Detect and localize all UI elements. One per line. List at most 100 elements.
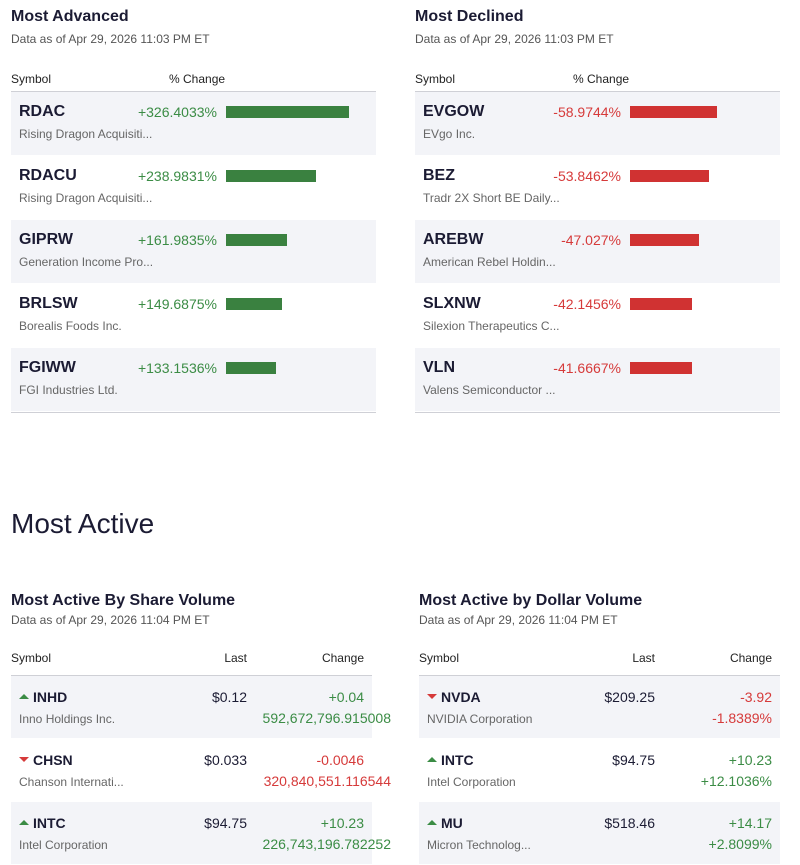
- change-bar: [226, 106, 349, 118]
- col-change: Change: [729, 651, 772, 665]
- percent-change: +149.6875%: [137, 296, 217, 312]
- last-price: $518.46: [604, 815, 655, 831]
- company-name: Intel Corporation: [427, 775, 516, 789]
- col-last: Last: [632, 651, 655, 665]
- col-symbol: Symbol: [11, 72, 52, 86]
- most-declined-panel: Most Declined Data as of Apr 29, 2026 11…: [415, 8, 780, 413]
- table-row[interactable]: INTC Intel Corporation $94.75 +10.23 +12…: [419, 739, 780, 802]
- last-price: $0.12: [211, 689, 247, 705]
- company-name: Generation Income Pro...: [19, 255, 154, 269]
- change-bar: [630, 298, 693, 310]
- symbol-link[interactable]: SLXNW: [423, 295, 481, 312]
- panel-title: Most Active By Share Volume: [11, 592, 236, 609]
- symbol-link[interactable]: INTC: [427, 752, 474, 768]
- symbol-link[interactable]: BRLSW: [19, 295, 78, 312]
- data-timestamp: Data as of Apr 29, 2026 11:03 PM ET: [415, 32, 614, 46]
- data-timestamp: Data as of Apr 29, 2026 11:03 PM ET: [11, 32, 210, 46]
- symbol-link[interactable]: RDACU: [19, 167, 77, 184]
- table-header: Symbol % Change: [415, 62, 780, 92]
- share-volume: 592,672,796.915008: [262, 710, 391, 726]
- col-symbol: Symbol: [415, 72, 456, 86]
- percent-change: +326.4033%: [137, 104, 217, 120]
- percent-change: -58.9744%: [553, 104, 621, 120]
- data-timestamp: Data as of Apr 29, 2026 11:04 PM ET: [11, 613, 210, 627]
- arrow-up-icon: [427, 819, 437, 825]
- company-name: Inno Holdings Inc.: [19, 712, 116, 726]
- symbol-link[interactable]: BEZ: [423, 167, 455, 184]
- table-row[interactable]: FGIWW FGI Industries Ltd. +133.1536%: [11, 348, 376, 412]
- symbol-link[interactable]: INHD: [19, 689, 67, 705]
- last-price: $209.25: [604, 689, 655, 705]
- symbol: INTC: [441, 752, 474, 768]
- symbol: INTC: [33, 815, 66, 831]
- table-row[interactable]: EVGOW EVgo Inc. -58.9744%: [415, 92, 780, 156]
- company-name: Rising Dragon Acquisiti...: [19, 127, 153, 141]
- col-symbol: Symbol: [11, 651, 52, 665]
- company-name: Silexion Therapeutics C...: [423, 319, 560, 333]
- company-name: EVgo Inc.: [423, 127, 476, 141]
- percent-change: -1.8389%: [712, 710, 772, 726]
- percent-change: +2.8099%: [708, 836, 772, 852]
- last-price: $0.033: [204, 752, 247, 768]
- company-name: Intel Corporation: [19, 838, 108, 852]
- table-row[interactable]: BRLSW Borealis Foods Inc. +149.6875%: [11, 284, 376, 348]
- company-name: Borealis Foods Inc.: [19, 319, 122, 333]
- share-volume-panel: Most Active By Share Volume Data as of A…: [11, 592, 391, 865]
- table-row[interactable]: SLXNW Silexion Therapeutics C... -42.145…: [415, 284, 780, 348]
- company-name: Micron Technolog...: [427, 838, 531, 852]
- net-change: -3.92: [740, 689, 772, 705]
- col-symbol: Symbol: [419, 651, 460, 665]
- table-row[interactable]: RDAC Rising Dragon Acquisiti... +326.403…: [11, 92, 376, 156]
- col-change: % Change: [169, 72, 226, 86]
- percent-change: -41.6667%: [553, 360, 621, 376]
- col-change: % Change: [573, 72, 630, 86]
- symbol-link[interactable]: EVGOW: [423, 103, 485, 120]
- table-header: Symbol % Change: [11, 62, 376, 92]
- company-name: NVIDIA Corporation: [427, 712, 533, 726]
- company-name: Valens Semiconductor ...: [423, 383, 556, 397]
- table-header: Symbol Last Change: [11, 641, 372, 676]
- percent-change: -47.027%: [561, 232, 621, 248]
- change-bar: [630, 234, 700, 246]
- symbol-link[interactable]: AREBW: [423, 231, 484, 248]
- dollar-volume-panel: Most Active by Dollar Volume Data as of …: [419, 592, 780, 865]
- change-bar: [226, 234, 287, 246]
- panel-title: Most Declined: [415, 8, 524, 25]
- symbol-link[interactable]: GIPRW: [19, 231, 73, 248]
- symbol-link[interactable]: RDAC: [19, 103, 66, 120]
- symbol-link[interactable]: NVDA: [427, 689, 481, 705]
- company-name: Tradr 2X Short BE Daily...: [423, 191, 560, 205]
- net-change: +10.23: [320, 815, 364, 831]
- section-heading-most-active: Most Active: [11, 508, 155, 539]
- table-row[interactable]: GIPRW Generation Income Pro... +161.9835…: [11, 220, 376, 284]
- arrow-up-icon: [19, 693, 29, 699]
- col-last: Last: [224, 651, 247, 665]
- table-row[interactable]: INTC Intel Corporation $94.75 +10.23 226…: [11, 802, 391, 865]
- table-row[interactable]: RDACU Rising Dragon Acquisiti... +238.98…: [11, 156, 376, 220]
- table-row[interactable]: BEZ Tradr 2X Short BE Daily... -53.8462%: [415, 156, 780, 220]
- symbol-link[interactable]: MU: [427, 815, 463, 831]
- symbol: NVDA: [441, 689, 481, 705]
- symbol: INHD: [33, 689, 68, 705]
- symbol-link[interactable]: INTC: [19, 815, 66, 831]
- most-advanced-panel: Most Advanced Data as of Apr 29, 2026 11…: [11, 8, 376, 413]
- symbol-link[interactable]: VLN: [423, 359, 455, 376]
- change-bar: [630, 106, 717, 118]
- symbol-link[interactable]: CHSN: [19, 752, 73, 768]
- arrow-down-icon: [19, 756, 29, 762]
- company-name: Rising Dragon Acquisiti...: [19, 191, 153, 205]
- change-bar: [630, 170, 710, 182]
- last-price: $94.75: [204, 815, 247, 831]
- arrow-up-icon: [427, 756, 437, 762]
- table-row[interactable]: NVDA NVIDIA Corporation $209.25 -3.92 -1…: [419, 676, 780, 739]
- change-bar: [226, 298, 283, 310]
- change-bar: [630, 362, 692, 374]
- table-row[interactable]: VLN Valens Semiconductor ... -41.6667%: [415, 348, 780, 412]
- table-row[interactable]: CHSN Chanson Internati... $0.033 -0.0046…: [11, 739, 391, 802]
- symbol-link[interactable]: FGIWW: [19, 359, 76, 376]
- table-row[interactable]: MU Micron Technolog... $518.46 +14.17 +2…: [419, 802, 780, 865]
- percent-change: +12.1036%: [700, 773, 772, 789]
- col-change: Change: [321, 651, 364, 665]
- table-row[interactable]: AREBW American Rebel Holdin... -47.027%: [415, 220, 780, 284]
- table-row[interactable]: INHD Inno Holdings Inc. $0.12 +0.04 592,…: [11, 676, 391, 739]
